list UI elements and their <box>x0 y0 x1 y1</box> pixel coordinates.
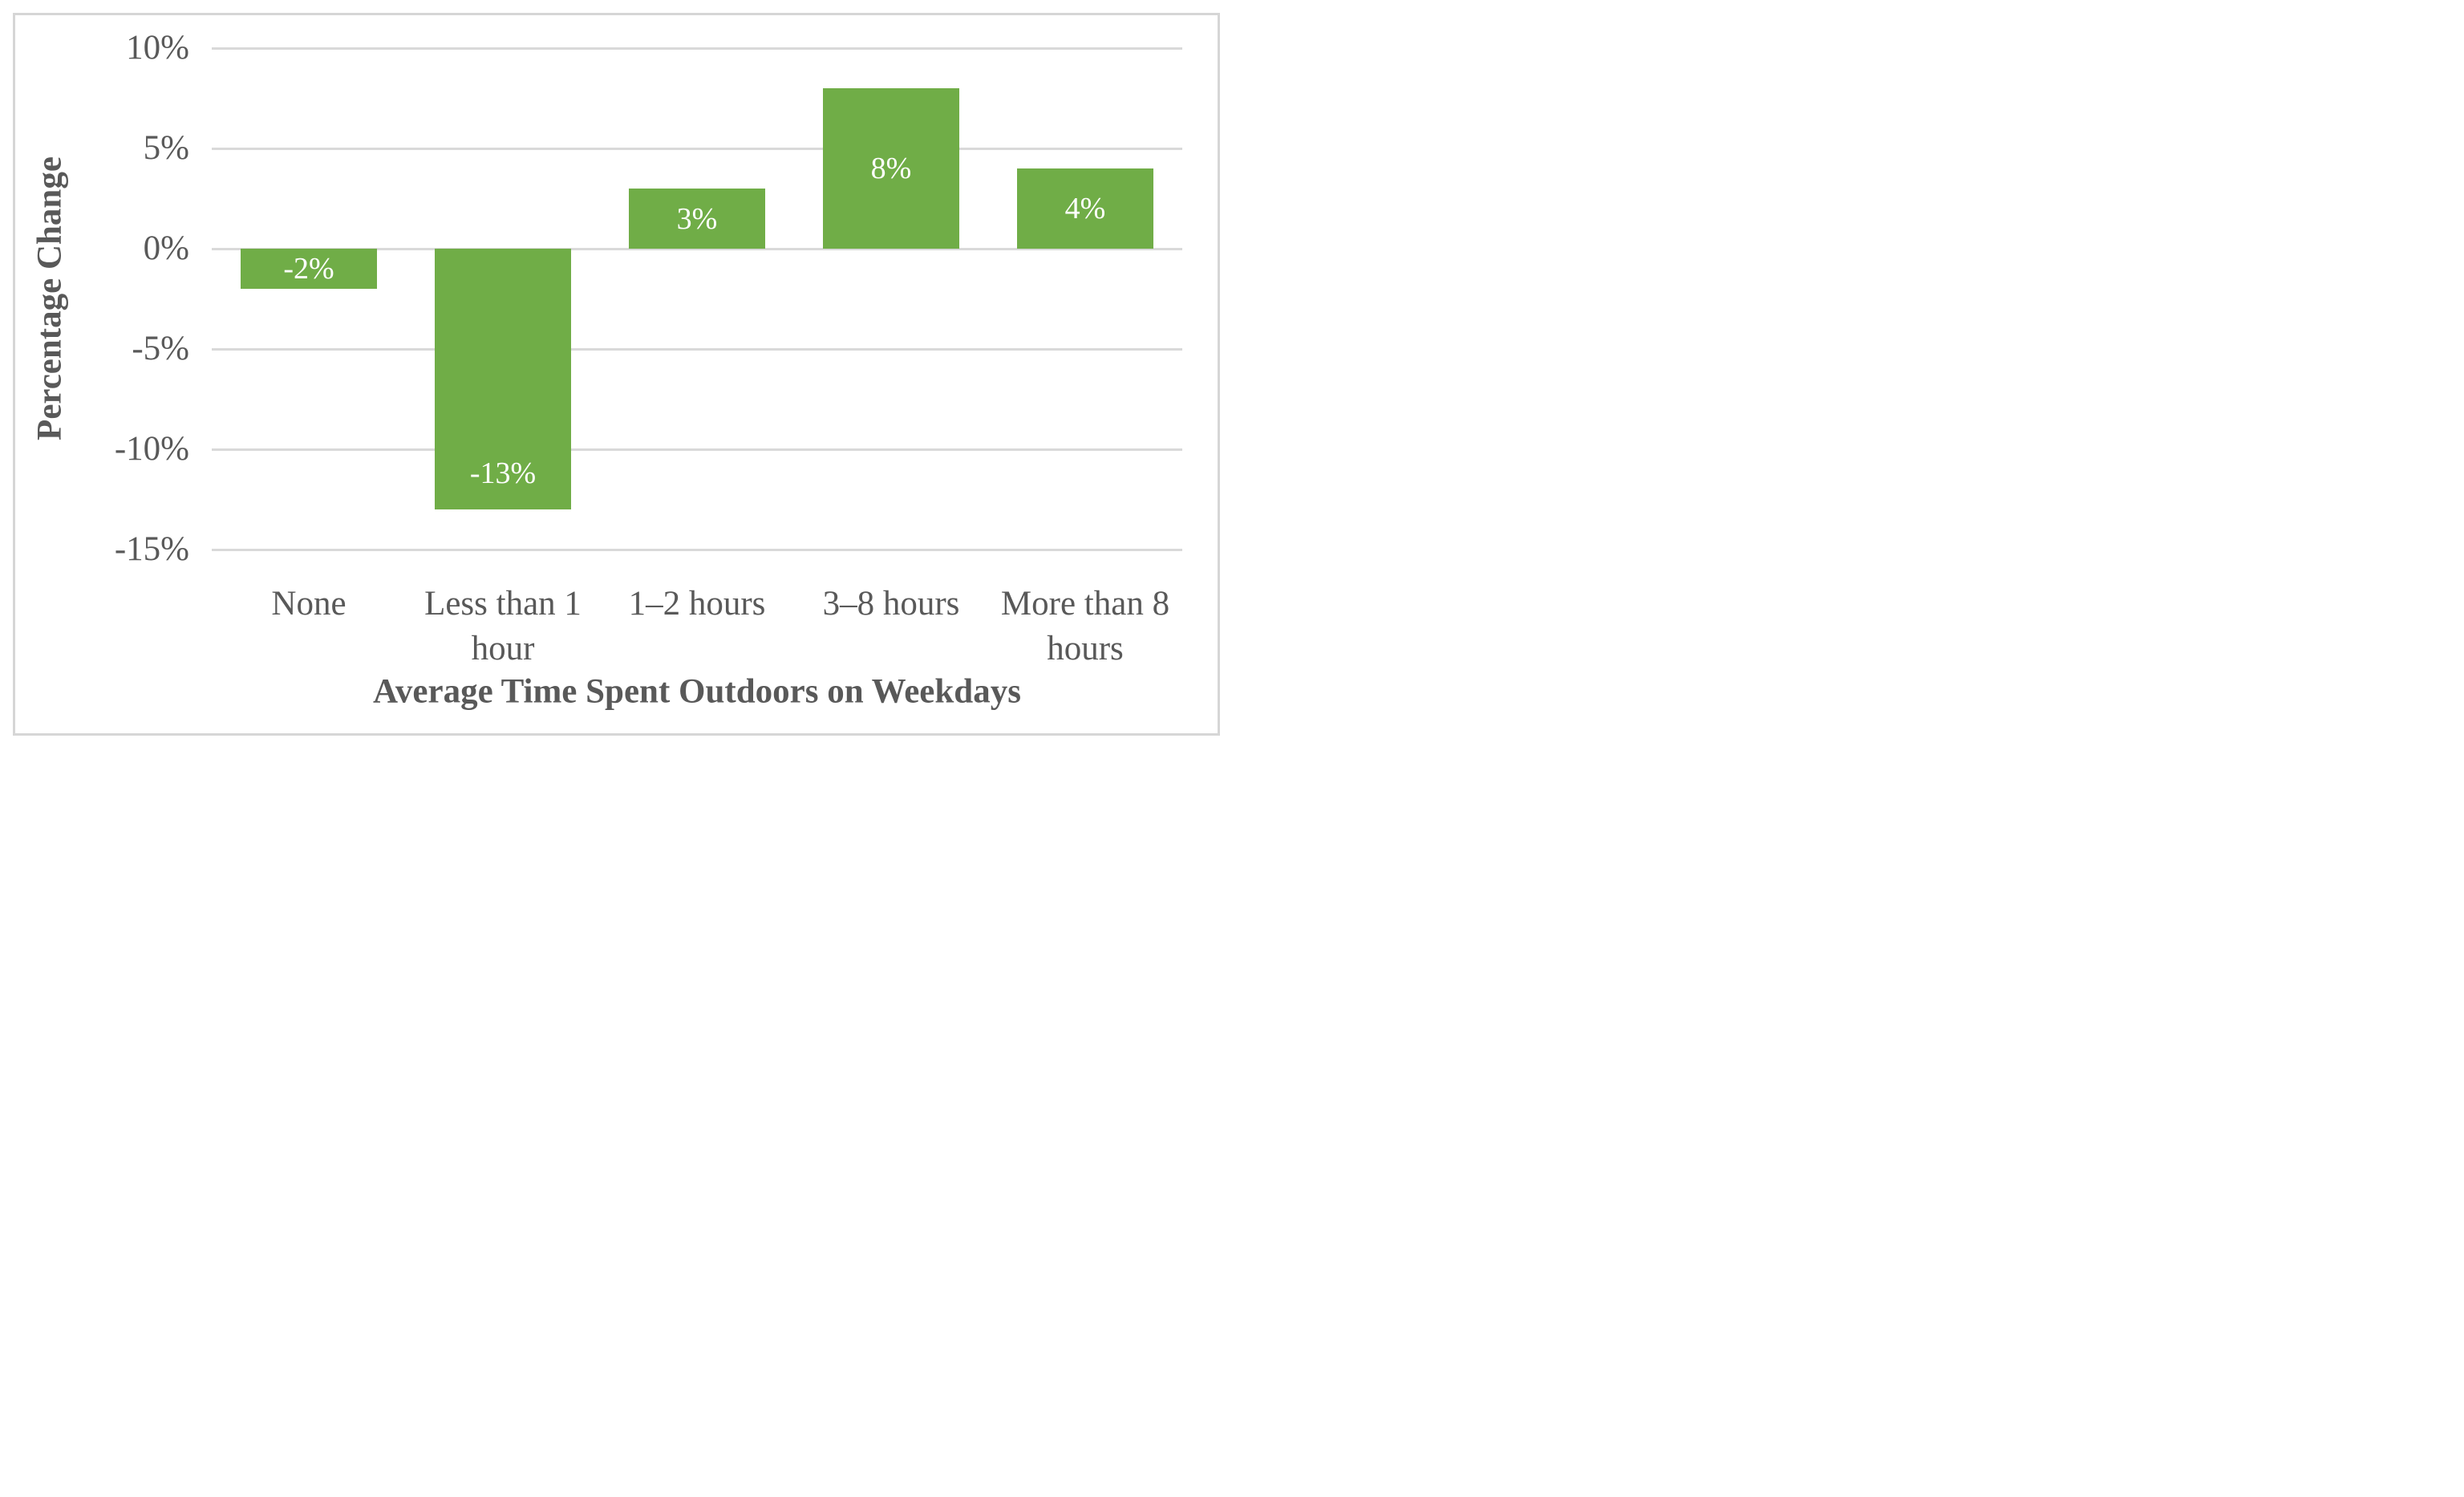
bar-3-8-hours: 8% <box>823 88 959 249</box>
gridline-10% <box>212 47 1182 50</box>
gridline-0% <box>212 247 1182 250</box>
bar-value-label-3-8-hours: 8% <box>870 152 912 185</box>
gridline--5% <box>212 347 1182 351</box>
x-category-label-3-8-hours: 3–8 hours <box>822 585 960 623</box>
y-axis-title: Percentage Change <box>30 156 69 440</box>
bar-less-than-1-hour: -13% <box>435 249 571 509</box>
y-tick-label-10%: 10% <box>126 29 189 67</box>
gridline-5% <box>212 147 1182 150</box>
bar-none: -2% <box>241 249 377 289</box>
bar-value-label-more-than-8-hours: 4% <box>1064 192 1106 225</box>
y-tick-label-0%: 0% <box>143 229 189 267</box>
gridline--15% <box>212 548 1182 551</box>
y-tick-label--10%: -10% <box>114 430 189 468</box>
chart-figure: 10% 5% 0% -5% -10% -15% -2% None -13% Less than 1… <box>0 0 1232 748</box>
x-axis-title: Average Time Spent Outdoors on Weekdays <box>373 672 1021 711</box>
bar-1-2-hours: 3% <box>629 189 765 249</box>
bar-more-than-8-hours: 4% <box>1017 168 1153 249</box>
gridline--10% <box>212 448 1182 451</box>
bar-value-label-none: -2% <box>283 252 334 286</box>
y-tick-label--5%: -5% <box>132 330 189 367</box>
y-tick-label-5%: 5% <box>143 129 189 167</box>
chart-frame <box>13 13 1220 736</box>
x-category-label-less-than-1-hour: Less than 1 hour <box>424 585 582 667</box>
y-tick-label--15%: -15% <box>114 530 189 568</box>
x-category-label-none: None <box>271 585 346 623</box>
bar-value-label-less-than-1-hour: -13% <box>469 456 537 490</box>
x-category-label-1-2-hours: 1–2 hours <box>628 585 766 623</box>
bar-value-label-1-2-hours: 3% <box>676 201 718 236</box>
x-category-label-more-than-8-hours: More than 8 hours <box>1000 585 1170 667</box>
